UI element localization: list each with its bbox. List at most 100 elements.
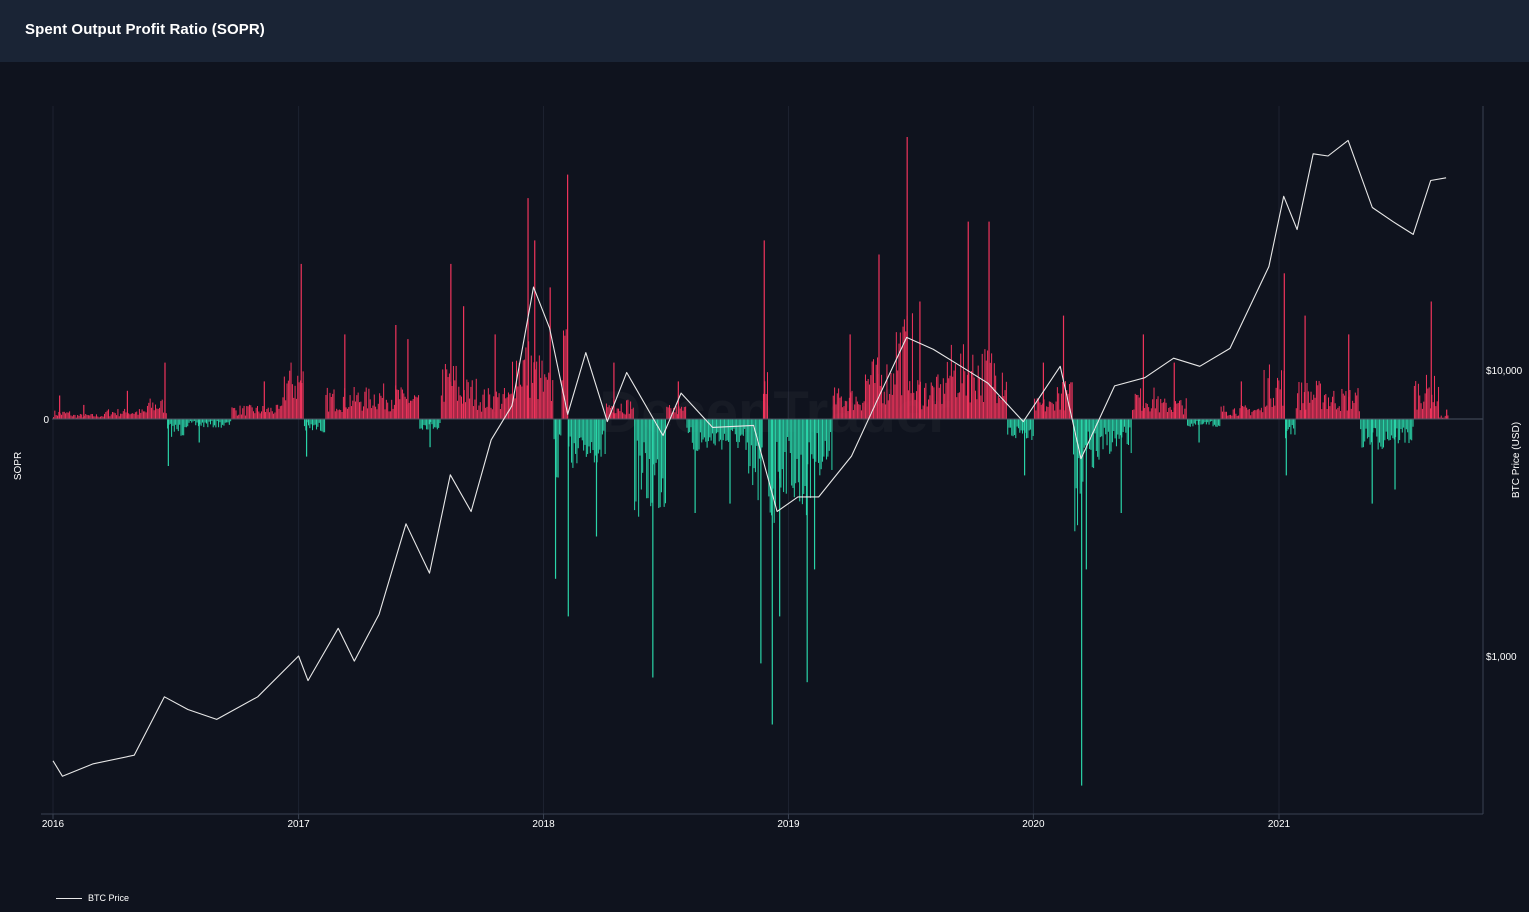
sopr-bar-negative [567, 419, 569, 617]
sopr-bar-negative [426, 419, 428, 430]
sopr-bar-positive [616, 408, 618, 419]
sopr-bar-positive [992, 386, 994, 419]
sopr-bar-positive [1227, 415, 1229, 419]
sopr-bar-positive [89, 415, 91, 419]
sopr-bar-positive [487, 388, 489, 419]
sopr-bar-negative [793, 419, 795, 498]
sopr-bar-negative [169, 419, 171, 424]
sopr-bar-negative [806, 419, 808, 683]
sopr-bar-positive [928, 399, 930, 419]
sopr-bar-positive [847, 411, 849, 419]
sopr-bar-positive [239, 405, 241, 419]
sopr-bar-negative [188, 419, 190, 423]
sopr-bar-positive [902, 326, 904, 419]
sopr-bar-negative [728, 419, 730, 442]
sopr-bar-negative [428, 419, 430, 425]
sopr-bar-negative [761, 419, 763, 448]
sopr-bar-positive [231, 407, 233, 419]
sopr-bar-negative [168, 419, 170, 425]
sopr-bar-positive [1283, 273, 1285, 419]
sopr-bar-positive [1323, 395, 1325, 419]
sopr-bar-positive [1046, 406, 1048, 419]
sopr-bar-positive [414, 395, 416, 419]
sopr-bar-negative [706, 419, 708, 448]
sopr-bar-positive [546, 379, 548, 419]
sopr-bar-positive [273, 413, 275, 419]
sopr-bar-positive [367, 408, 369, 419]
sopr-bar-negative [1095, 419, 1097, 452]
sopr-bar-positive [372, 405, 374, 419]
sopr-bar-positive [491, 409, 493, 419]
sopr-bar-negative [771, 419, 773, 725]
sopr-bar-positive [118, 416, 120, 419]
sopr-bar-positive [397, 389, 399, 419]
sopr-bar-positive [1254, 410, 1256, 419]
sopr-bar-positive [678, 406, 680, 419]
sopr-bar-positive [354, 401, 356, 419]
sopr-bar-negative [1411, 419, 1413, 441]
sopr-bar-negative [760, 419, 762, 461]
sopr-bar-positive [1183, 414, 1185, 419]
sopr-bar-positive [667, 407, 669, 419]
sopr-bar-positive [1434, 375, 1436, 419]
sopr-bar-positive [1446, 409, 1448, 419]
sopr-bar-negative [1118, 419, 1120, 439]
sopr-bar-negative [599, 419, 601, 450]
sopr-bar-negative [579, 419, 581, 439]
sopr-bar-positive [371, 408, 373, 419]
sopr-bar-negative [1204, 419, 1206, 422]
sopr-bar-positive [451, 385, 453, 419]
sopr-bar-positive [150, 407, 152, 419]
sopr-bar-positive [1000, 399, 1002, 419]
sopr-bar-positive [538, 355, 540, 419]
sopr-bar-positive [953, 370, 955, 419]
sopr-bar-positive [985, 360, 987, 419]
sopr-bar-negative [1285, 419, 1287, 439]
sopr-bar-positive [851, 390, 853, 419]
sopr-bar-positive [899, 332, 901, 419]
sopr-bar-negative [1115, 419, 1117, 447]
sopr-bar-positive [300, 263, 302, 419]
sopr-bar-negative [646, 419, 648, 499]
sopr-bar-negative [1017, 419, 1019, 429]
sopr-bar-negative [588, 419, 590, 447]
sopr-bar-positive [1350, 408, 1352, 419]
sopr-bar-positive [1067, 393, 1069, 419]
sopr-bar-positive [134, 412, 136, 419]
sopr-bar-positive [1298, 381, 1300, 419]
sopr-bar-negative [1121, 419, 1123, 438]
sopr-bar-negative [581, 419, 583, 441]
sopr-bar-positive [1250, 415, 1252, 419]
sopr-bar-positive [463, 390, 465, 419]
sopr-bar-positive [369, 399, 371, 419]
sopr-bar-negative [729, 419, 731, 441]
sopr-bar-positive [1348, 334, 1350, 419]
sopr-bar-negative [1376, 419, 1378, 437]
sopr-bar-negative [1195, 419, 1197, 425]
sopr-bar-negative [647, 419, 649, 499]
sopr-bar-positive [149, 398, 151, 419]
sopr-bar-positive [1136, 394, 1138, 419]
sopr-bar-positive [937, 374, 939, 419]
sopr-bar-positive [1283, 370, 1285, 419]
sopr-bar-negative [654, 419, 656, 476]
sopr-bar-positive [1043, 399, 1045, 419]
sopr-bar-positive [66, 412, 68, 419]
sopr-bar-positive [258, 411, 260, 419]
sopr-bar-positive [361, 410, 363, 419]
sopr-bar-positive [1145, 402, 1147, 419]
sopr-bar-positive [71, 416, 73, 419]
sopr-bar-positive [1225, 411, 1227, 419]
sopr-bar-positive [125, 412, 127, 419]
sopr-bar-positive [1181, 405, 1183, 419]
sopr-bar-positive [1271, 406, 1273, 419]
chart-legend[interactable]: BTC Price [56, 891, 129, 905]
sopr-bar-negative [732, 419, 734, 432]
sopr-bar-positive [674, 412, 676, 419]
sopr-bar-positive [381, 397, 383, 419]
sopr-bar-positive [968, 373, 970, 419]
sopr-bar-negative [691, 419, 693, 443]
sopr-bar-negative [826, 419, 828, 460]
sopr-bar-negative [309, 419, 311, 429]
sopr-bar-positive [1424, 393, 1426, 419]
